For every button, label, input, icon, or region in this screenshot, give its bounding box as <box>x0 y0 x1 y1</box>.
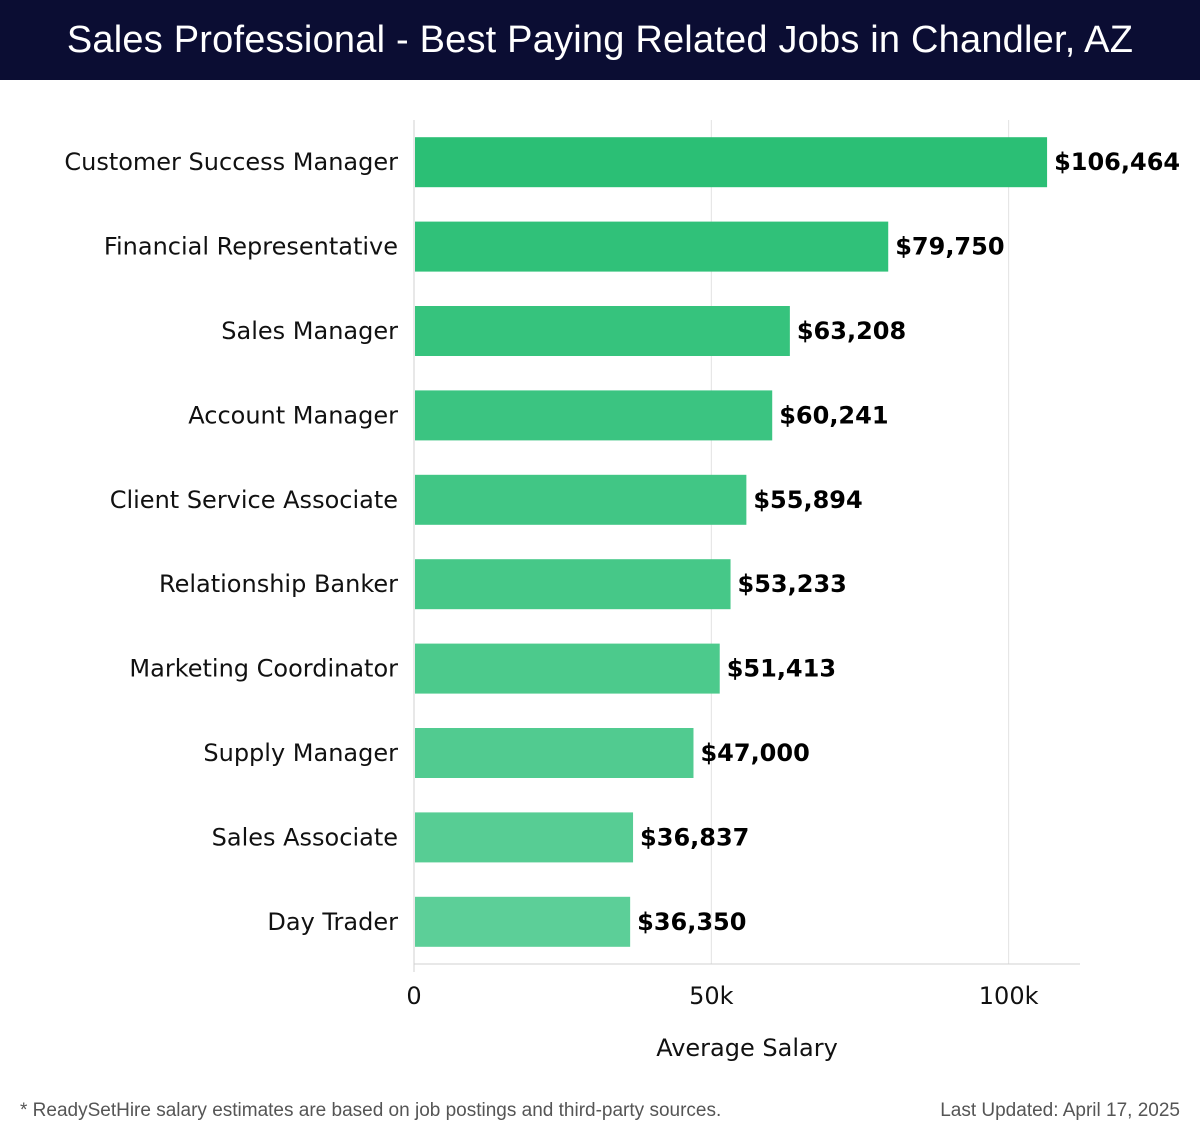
value-label: $63,208 <box>797 317 906 345</box>
bar <box>415 390 773 441</box>
x-tick-label: 50k <box>689 982 734 1010</box>
footnote: * ReadySetHire salary estimates are base… <box>20 1100 722 1121</box>
value-label: $47,000 <box>700 739 809 767</box>
value-label: $55,894 <box>753 486 862 514</box>
category-label: Sales Manager <box>221 317 398 345</box>
category-label: Supply Manager <box>203 739 398 767</box>
chart-title: Sales Professional - Best Paying Related… <box>66 18 1134 61</box>
bar <box>415 221 889 272</box>
value-label: $106,464 <box>1054 148 1180 176</box>
bar <box>415 812 634 863</box>
x-tick-label: 0 <box>406 982 421 1010</box>
bar <box>415 643 720 694</box>
value-label: $36,837 <box>640 823 749 851</box>
category-label: Financial Representative <box>104 233 398 261</box>
value-label: $79,750 <box>895 233 1004 261</box>
bar <box>415 306 790 356</box>
category-label: Customer Success Manager <box>64 148 398 176</box>
bar <box>415 896 631 947</box>
x-tick-label: 100k <box>979 982 1039 1010</box>
last-updated: Last Updated: April 17, 2025 <box>940 1100 1180 1121</box>
category-label: Client Service Associate <box>110 486 398 514</box>
bar <box>415 137 1048 188</box>
bar-chart: Customer Success Manager $106,464 Financia… <box>64 120 1180 1062</box>
value-label: $36,350 <box>637 908 746 936</box>
chart-header: Sales Professional - Best Paying Related… <box>0 0 1200 80</box>
category-label: Relationship Banker <box>159 570 398 598</box>
x-axis-title: Average Salary <box>656 1034 838 1062</box>
category-label: Marketing Coordinator <box>129 655 398 683</box>
bar <box>415 474 747 525</box>
category-label: Account Manager <box>188 401 398 429</box>
value-label: $60,241 <box>779 401 888 429</box>
bar <box>415 728 694 778</box>
value-label: $53,233 <box>738 570 847 598</box>
category-label: Day Trader <box>267 908 398 936</box>
bar <box>415 559 731 610</box>
value-label: $51,413 <box>727 655 836 683</box>
category-label: Sales Associate <box>212 823 398 851</box>
